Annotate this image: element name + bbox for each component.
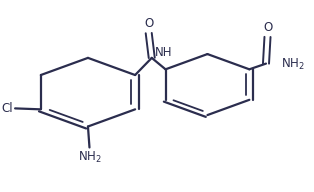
Text: O: O (144, 17, 153, 30)
Text: NH$_2$: NH$_2$ (78, 150, 101, 166)
Text: O: O (263, 21, 272, 34)
Text: Cl: Cl (1, 102, 13, 115)
Text: NH$_2$: NH$_2$ (281, 57, 305, 72)
Text: NH: NH (154, 46, 172, 59)
